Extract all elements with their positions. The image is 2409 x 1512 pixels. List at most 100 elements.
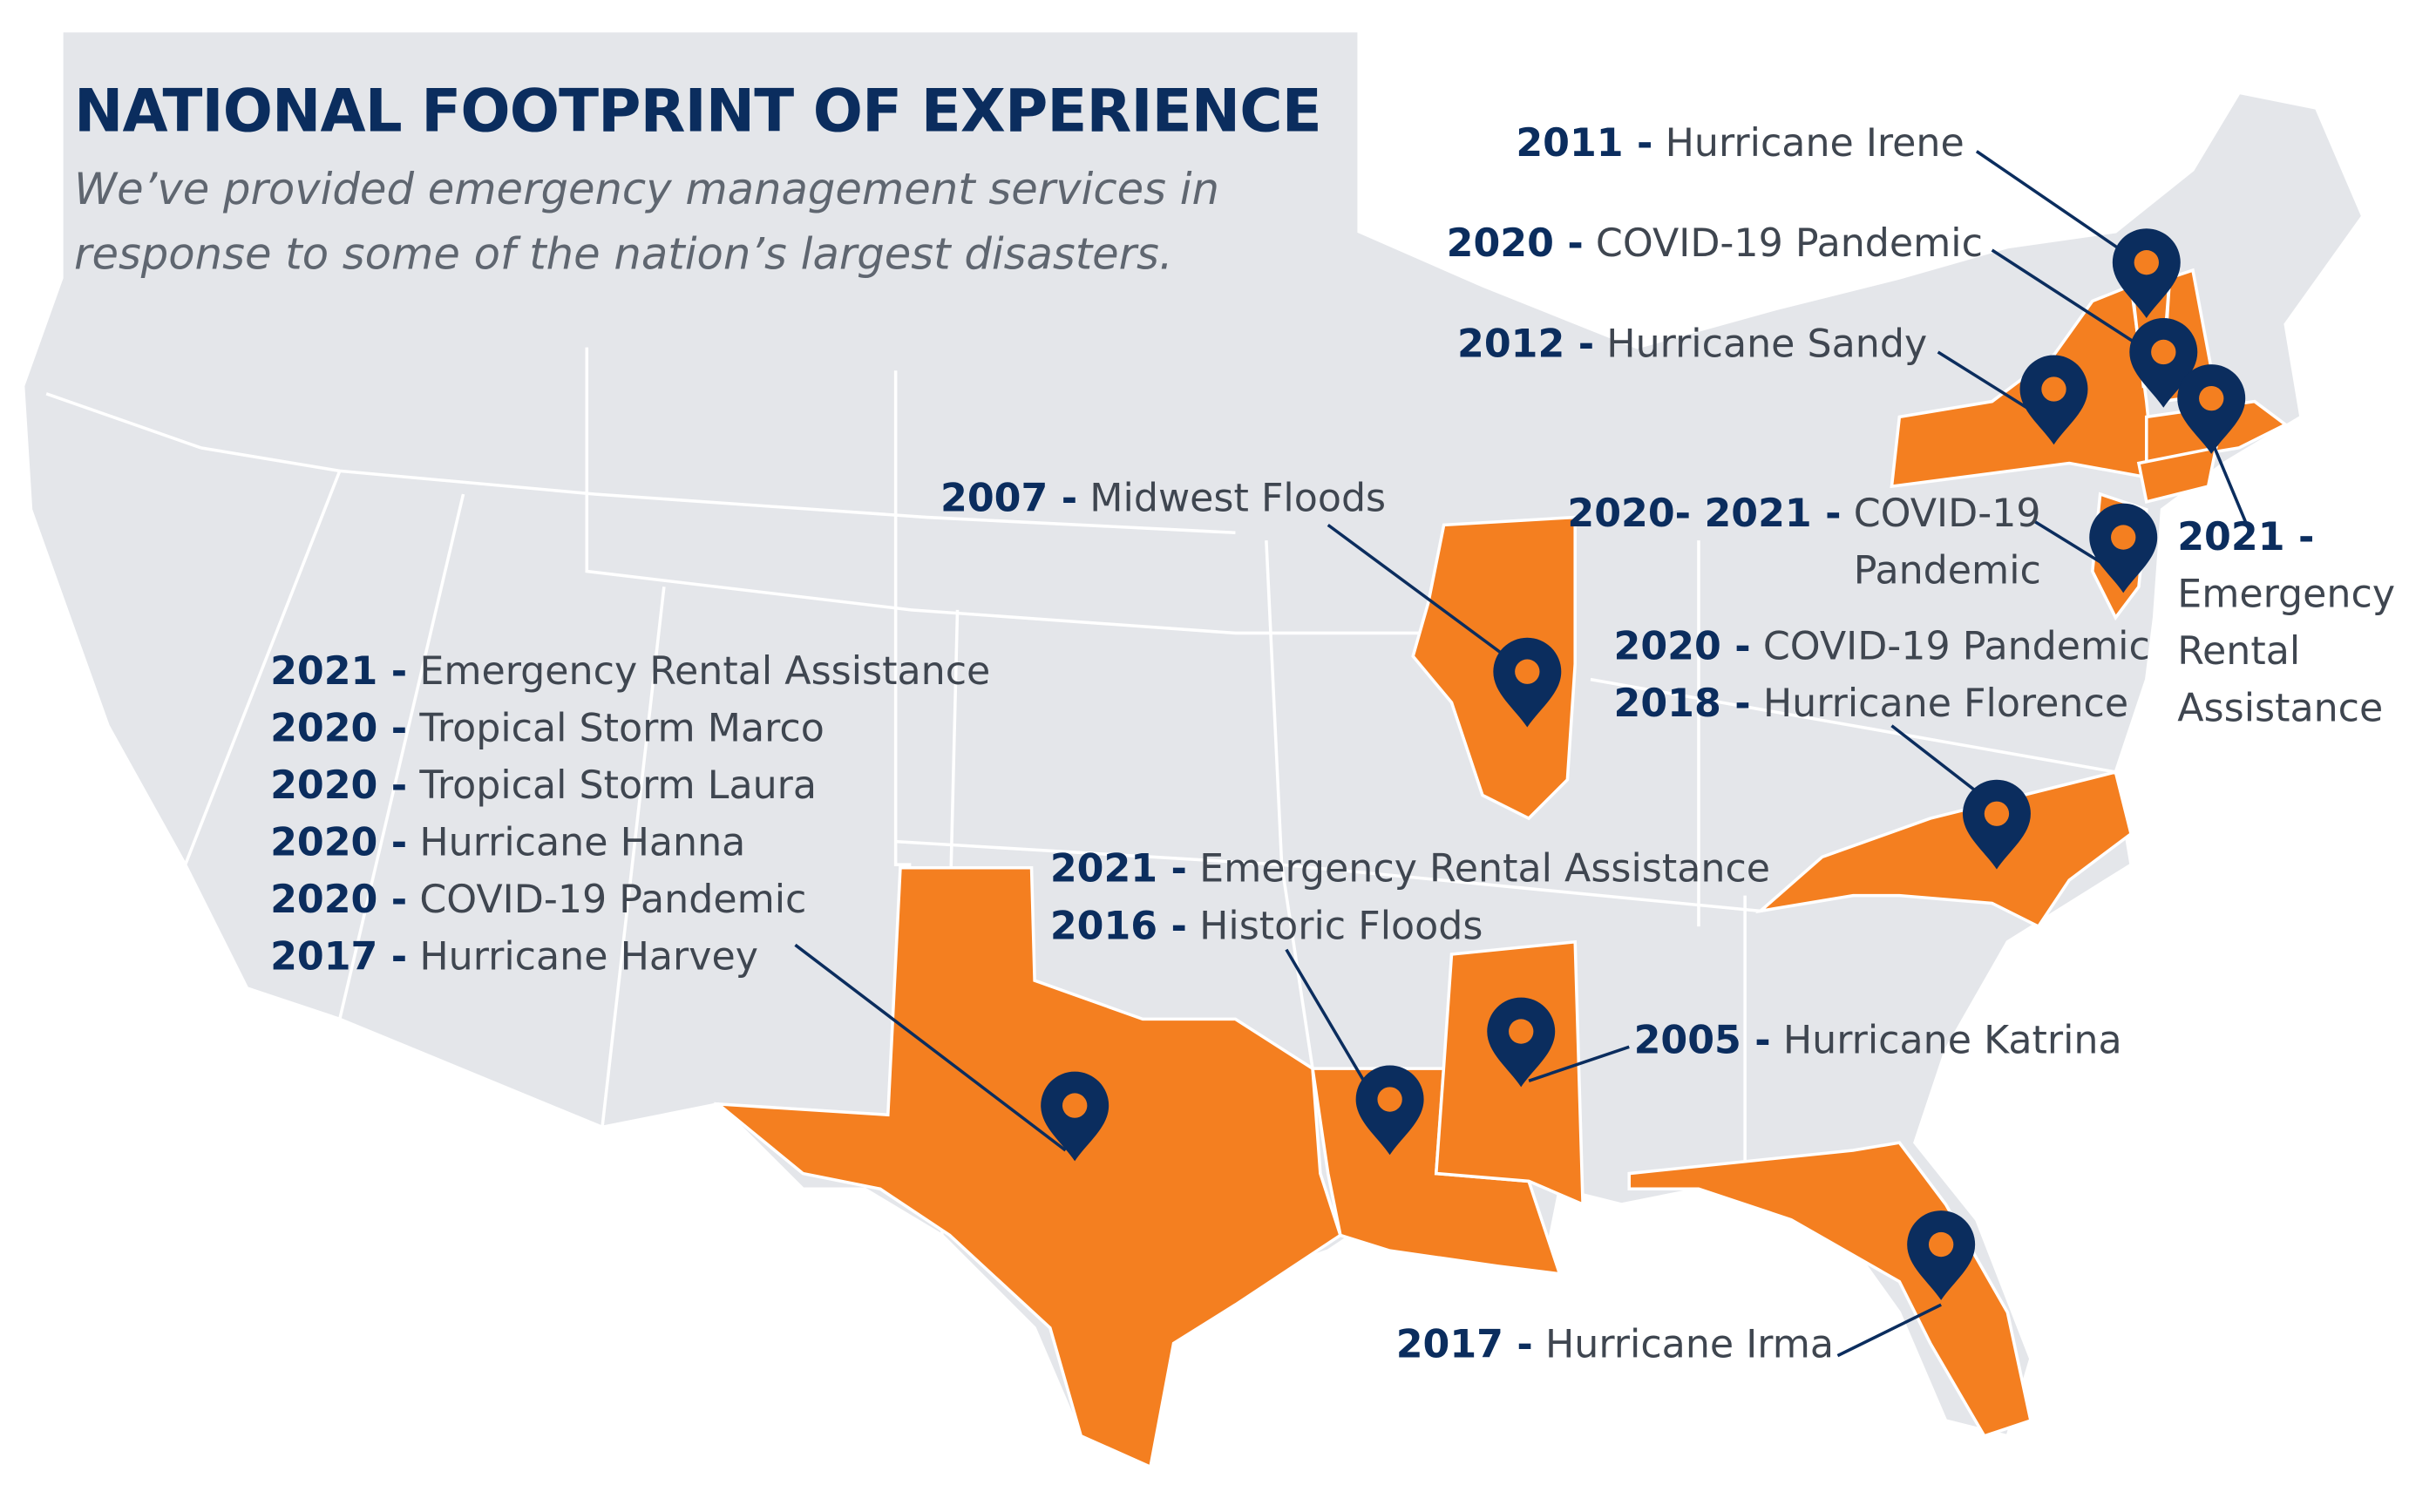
state-border	[893, 370, 912, 866]
year: 2007 -	[940, 475, 1078, 521]
highlighted-state	[1434, 939, 1585, 1207]
event: Hurricane Harvey	[419, 933, 758, 980]
event: COVID-19 Pandemic	[1762, 623, 2150, 669]
annotation-entry: 2020 - COVID-19 Pandemic	[1447, 214, 1983, 272]
leader-line	[1975, 150, 2129, 256]
year: 2020- 2021 -	[1567, 491, 1842, 536]
year: 2011 -	[1516, 120, 1653, 166]
annotation-entry: 2018 - Hurricane Florence	[1614, 675, 2150, 732]
event: Emergency Rental Assistance	[419, 648, 991, 694]
pin-dot	[2041, 376, 2066, 402]
annotation: 2020- 2021 - COVID-19 Pandemic	[1567, 485, 2069, 599]
event: Hurricane Sandy	[1606, 321, 1928, 366]
subtitle-line: We’ve provided emergency management serv…	[74, 163, 1219, 215]
state-border	[1590, 677, 2116, 774]
year: 2017 -	[1395, 1321, 1533, 1367]
highlighted-state	[2136, 445, 2218, 505]
event: Hurricane Irene	[1665, 120, 1965, 166]
location-pin	[1962, 779, 2031, 870]
title: NATIONAL FOOTPRINT OF EXPERIENCE	[74, 77, 1322, 146]
pin-dot	[2199, 385, 2224, 411]
annotation: 2021 - Emergency Rental Assistance 2020 -T…	[270, 642, 990, 985]
year: 2020 -	[1446, 220, 1584, 266]
leader-line	[1528, 1045, 1630, 1082]
state-border	[45, 392, 201, 450]
location-pin	[1487, 997, 1556, 1088]
event: COVID-19 Pandemic	[419, 877, 807, 922]
location-pin	[1355, 1065, 1424, 1156]
event: Tropical Storm Laura	[419, 763, 818, 808]
annotation: 2007 - Midwest Floods	[940, 470, 1386, 527]
annotation-entry: 2020 - Tropical Storm Laura	[270, 756, 990, 814]
year: 2021 -	[2177, 514, 2315, 559]
year: 2020 -	[270, 763, 408, 808]
annotation-entry: 2011 - Hurricane Irene	[1516, 114, 1964, 172]
annotation: 2011 - Hurricane Irene	[1516, 114, 1964, 172]
year: 2017 -	[270, 933, 408, 980]
event: Hurricane Katrina	[1782, 1017, 2122, 1062]
annotation: 2012 - Hurricane Sandy	[1457, 315, 1927, 372]
annotation-entry: 2021 - Emergency Rental Assistance	[1050, 840, 1770, 898]
annotation: 2020 - COVID-19 Pandemic	[1447, 214, 1983, 272]
year: 2005 -	[1633, 1017, 1771, 1062]
state-border	[338, 493, 465, 1020]
location-pin	[2177, 364, 2246, 454]
event: Midwest Floods	[1089, 475, 1387, 521]
pin-dot	[1377, 1087, 1402, 1112]
pin-dot	[1928, 1231, 1954, 1258]
annotation-entry: 2017 - Hurricane Harvey	[270, 928, 990, 986]
annotation-entry: 2021 - Emergency Rental Assistance	[2177, 508, 2409, 736]
leader-line	[1836, 1303, 1942, 1358]
annotation: 2021 - Emergency Rental Assistance 2016 - H…	[1050, 840, 1770, 954]
annotation: 2020 - COVID-19 Pandemic 2018 - Hurricane F…	[1614, 618, 2150, 732]
location-pin	[2019, 355, 2088, 445]
event: Emergency Rental Assistance	[1199, 845, 1771, 892]
annotation-entry: 2020 - Tropical Storm Marco	[270, 700, 990, 757]
event: Hurricane Florence	[1762, 681, 2129, 726]
annotation-entry: 2012 - Hurricane Sandy	[1457, 315, 1927, 372]
annotation-entry: 2005 - Hurricane Katrina	[1634, 1012, 2122, 1069]
pin-dot	[2134, 250, 2159, 275]
leader-line	[2034, 520, 2109, 568]
event: Hurricane Irma	[1544, 1321, 1835, 1367]
state-border	[200, 446, 1236, 535]
highlighted-state	[1754, 770, 2134, 929]
location-pin	[1041, 1071, 1109, 1162]
year: 2021 -	[1049, 845, 1187, 892]
annotation-entry: 2020- 2021 - COVID-19 Pandemic	[1567, 485, 2069, 599]
year: 2018 -	[1613, 681, 1751, 726]
highlighted-state	[1627, 1141, 2032, 1438]
subtitle: We’ve provided emergency management serv…	[74, 158, 1219, 288]
annotation-entry: 2016 - Historic Floods	[1050, 897, 1770, 954]
us-outline	[21, 29, 2365, 1469]
annotation-entry: 2017 - Hurricane Irma	[1396, 1316, 1834, 1373]
state-border	[601, 586, 666, 1128]
year: 2021 -	[270, 648, 408, 694]
pin-dot	[1984, 801, 2010, 826]
event: COVID-19 Pandemic	[1853, 491, 2041, 593]
year: 2020 -	[1613, 623, 1751, 669]
highlighted-state	[713, 865, 1343, 1469]
annotation-entry: 2007 - Midwest Floods	[940, 470, 1386, 527]
annotation: 2005 - Hurricane Katrina	[1634, 1012, 2122, 1069]
subtitle-line: response to some of the nation’s largest…	[74, 228, 1173, 280]
state-border	[183, 470, 342, 865]
pin-dot	[2111, 525, 2136, 550]
event: Historic Floods	[1199, 903, 1483, 948]
year: 2016 -	[1049, 903, 1187, 948]
year: 2020 -	[270, 705, 408, 751]
year: 2020 -	[270, 819, 408, 865]
pin-dot	[1062, 1093, 1088, 1118]
location-pin	[1493, 637, 1562, 728]
location-pin	[1907, 1210, 1976, 1300]
event: Tropical Storm Marco	[419, 705, 824, 751]
annotation-entry: 2020 - Hurricane Hanna	[270, 814, 990, 871]
annotation: 2017 - Hurricane Irma	[1396, 1316, 1834, 1373]
location-pin	[2089, 503, 2158, 593]
year: 2012 -	[1456, 321, 1595, 366]
annotation-entry: 2020 - COVID-19 Pandemic	[1614, 618, 2150, 675]
pin-dot	[1515, 659, 1540, 684]
state-border	[1265, 540, 1314, 1069]
